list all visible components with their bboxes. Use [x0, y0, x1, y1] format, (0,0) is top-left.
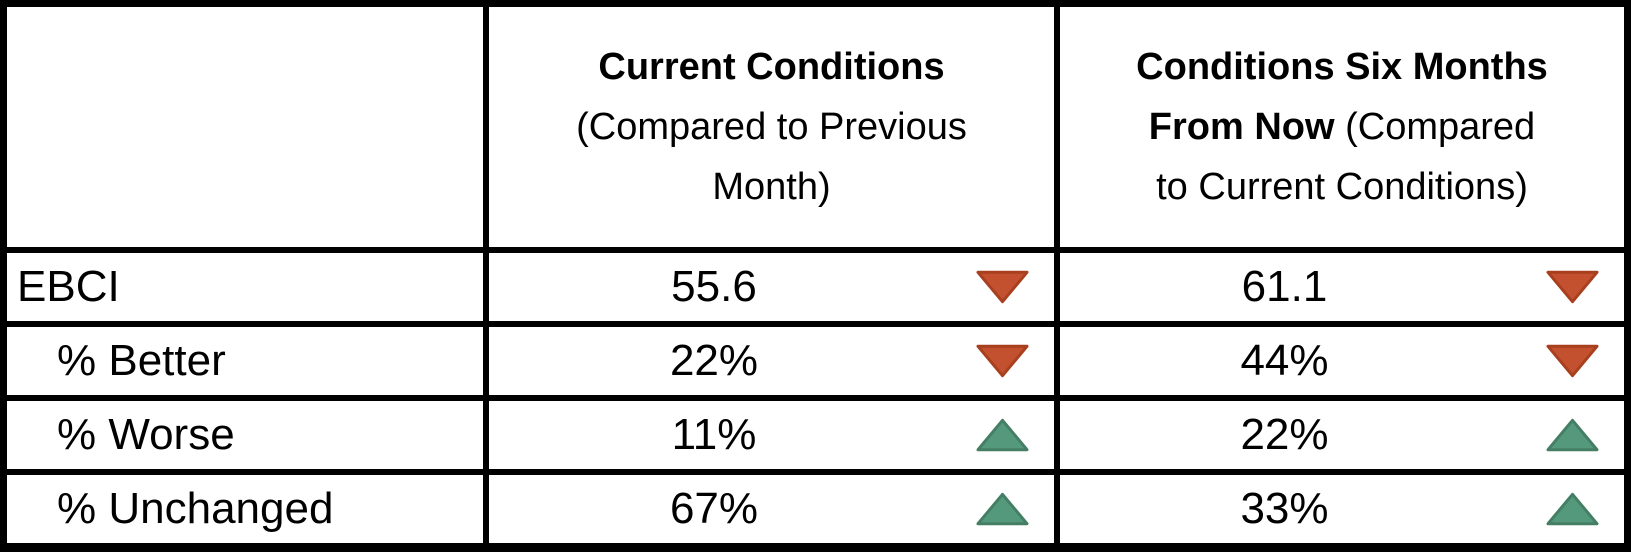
cell-value: 55.6	[671, 262, 757, 311]
cell-value: 67%	[669, 484, 759, 533]
trend-icon-box	[1509, 492, 1624, 526]
trend-down-icon	[976, 344, 1029, 378]
table-cell: 61.1	[1060, 253, 1624, 321]
cell-value: 44%	[1240, 336, 1329, 385]
table-cell: 44%	[1060, 327, 1624, 395]
cell-value: 22%	[1240, 410, 1329, 459]
trend-icon-box	[939, 344, 1054, 378]
trend-up-icon	[976, 492, 1029, 526]
row-label: % Better	[7, 327, 483, 395]
trend-down-icon	[1546, 270, 1599, 304]
trend-icon-box	[1509, 270, 1624, 304]
trend-icon-box	[939, 418, 1054, 452]
cell-value: 22%	[669, 336, 759, 385]
trend-up-icon	[976, 418, 1029, 452]
table-cell: 22%	[1060, 401, 1624, 469]
trend-up-icon	[1546, 418, 1599, 452]
column-header-current-conditions: Current Conditions (Compared to Previous M…	[489, 7, 1054, 247]
column-header-six-months: Conditions Six Months From Now (Compared t…	[1060, 7, 1624, 247]
header-line: Month)	[712, 166, 831, 208]
table-cell: 22%	[489, 327, 1054, 395]
trend-icon-box	[1509, 344, 1624, 378]
trend-down-icon	[1546, 344, 1599, 378]
corner-cell	[7, 7, 483, 247]
cell-value: 11%	[671, 410, 757, 459]
trend-icon-box	[1509, 418, 1624, 452]
table-cell: 11%	[489, 401, 1054, 469]
header-line: to Current Conditions)	[1156, 166, 1528, 208]
table-cell: 33%	[1060, 475, 1624, 543]
trend-icon-box	[939, 492, 1054, 526]
trend-up-icon	[1546, 492, 1599, 526]
header-line: Current Conditions	[598, 46, 945, 88]
header-line: From Now (Compared	[1148, 106, 1536, 148]
trend-icon-box	[939, 270, 1054, 304]
cell-value: 33%	[1240, 484, 1329, 533]
table-cell: 55.6	[489, 253, 1054, 321]
header-line: (Compared to Previous	[576, 106, 967, 148]
row-label: % Unchanged	[7, 475, 483, 543]
row-label: % Worse	[7, 401, 483, 469]
trend-down-icon	[976, 270, 1029, 304]
table-cell: 67%	[489, 475, 1054, 543]
row-label: EBCI	[7, 253, 483, 321]
cell-value: 61.1	[1241, 262, 1328, 311]
header-line: Conditions Six Months	[1136, 46, 1548, 88]
